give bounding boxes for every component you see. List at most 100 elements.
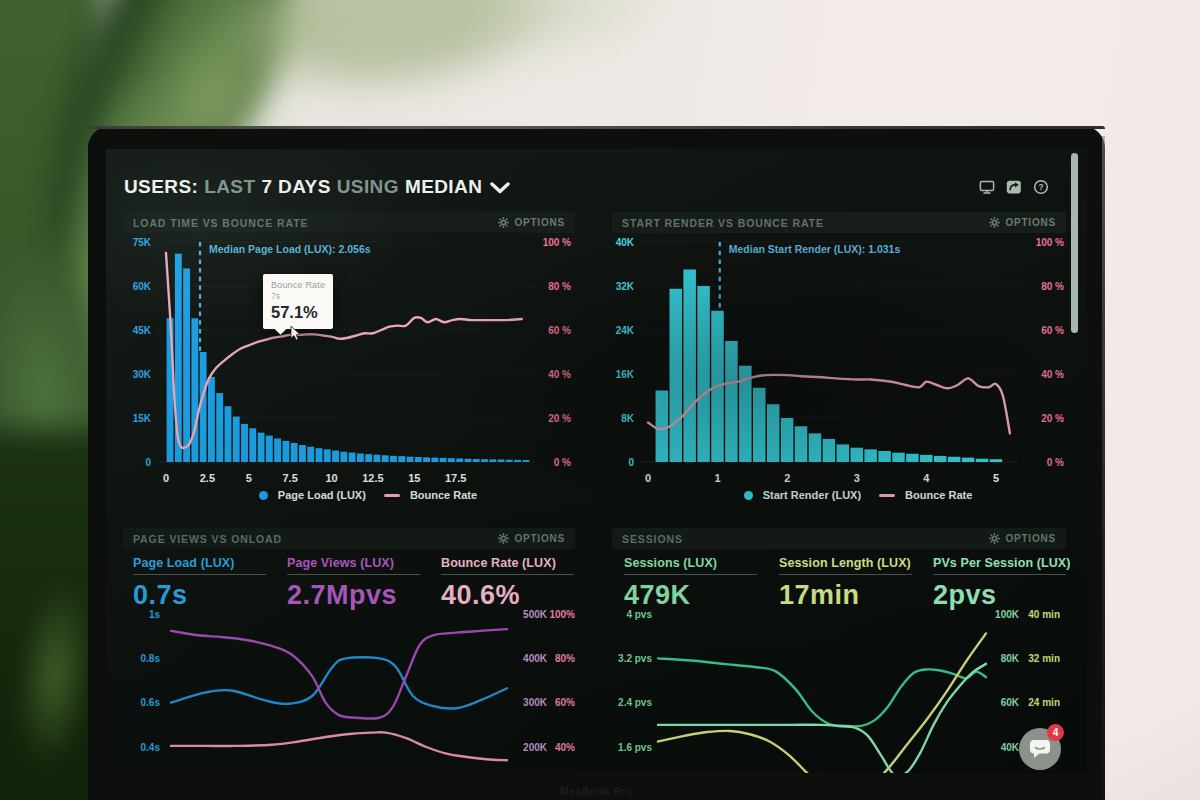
- metric-label: Sessions (LUX): [624, 556, 776, 570]
- sessions-chart: 4 pvs3.2 pvs2.4 pvs1.6 pvs100K40 min80K3…: [612, 606, 1066, 773]
- svg-text:24 min: 24 min: [1028, 697, 1060, 708]
- svg-text:8K: 8K: [621, 413, 635, 424]
- legend-label: Bounce Rate: [410, 489, 477, 501]
- options-button[interactable]: OPTIONS: [989, 217, 1056, 228]
- mouse-cursor: [290, 326, 304, 343]
- header-icons: ?: [979, 179, 1049, 195]
- chat-bubble-icon: [1029, 739, 1051, 759]
- svg-text:40%: 40%: [555, 742, 575, 753]
- svg-text:10: 10: [325, 472, 337, 484]
- svg-text:2.4 pvs: 2.4 pvs: [618, 697, 652, 708]
- title-using: USING: [337, 176, 399, 198]
- panel-load-time-vs-bounce-rate: LOAD TIME VS BOUNCE RATE OPTIONS 75K60K4…: [123, 212, 575, 507]
- svg-text:5: 5: [246, 472, 252, 484]
- metrics-row: Page Load (LUX)0.7sPage Views (LUX)2.7Mp…: [123, 549, 575, 606]
- svg-text:60%: 60%: [555, 697, 575, 708]
- gear-icon: [498, 533, 509, 544]
- svg-text:30K: 30K: [133, 369, 152, 380]
- panel-header: SESSIONS OPTIONS: [612, 528, 1066, 549]
- panel-header: PAGE VIEWS VS ONLOAD OPTIONS: [123, 528, 575, 549]
- metrics-row: Sessions (LUX)479KSession Length (LUX)17…: [612, 549, 1066, 606]
- svg-text:0: 0: [163, 472, 169, 484]
- svg-text:20 %: 20 %: [1041, 413, 1064, 424]
- svg-text:60 %: 60 %: [548, 325, 571, 336]
- metric-underline: [287, 574, 420, 575]
- load-time-chart: 75K60K45K30K15K0100 %80 %60 %40 %20 %0 %…: [123, 233, 575, 507]
- svg-text:3: 3: [854, 472, 860, 484]
- help-icon[interactable]: ?: [1033, 179, 1049, 195]
- dashboard-header: USERS: LAST 7 DAYS USING MEDIAN ?: [124, 176, 1067, 200]
- svg-text:0.8s: 0.8s: [141, 653, 161, 664]
- title-7days: 7 DAYS: [261, 176, 330, 198]
- svg-text:2.5: 2.5: [200, 472, 215, 484]
- svg-text:32K: 32K: [616, 281, 635, 292]
- svg-text:40K: 40K: [1001, 742, 1020, 753]
- legend-dot: [744, 491, 753, 500]
- gear-icon: [498, 217, 509, 228]
- svg-text:45K: 45K: [133, 325, 152, 336]
- legend-line: [879, 494, 895, 497]
- metric-underline: [441, 574, 574, 575]
- options-button[interactable]: OPTIONS: [989, 533, 1056, 544]
- chart-area: 1s0.8s0.6s0.4s500K100%400K80%300K60%200K…: [123, 606, 575, 773]
- svg-text:40K: 40K: [616, 237, 635, 248]
- metric: PVs Per Session (LUX)2pvs: [933, 556, 1085, 611]
- title-last: LAST: [204, 176, 255, 198]
- svg-text:20 %: 20 %: [548, 413, 571, 424]
- svg-text:40 %: 40 %: [1041, 369, 1064, 380]
- svg-text:Median Start Render (LUX): 1.0: Median Start Render (LUX): 1.031s: [729, 243, 901, 255]
- options-button[interactable]: OPTIONS: [498, 217, 565, 228]
- svg-text:4 pvs: 4 pvs: [626, 609, 652, 620]
- svg-text:Median Page Load (LUX): 2.056s: Median Page Load (LUX): 2.056s: [209, 243, 371, 255]
- svg-text:0.6s: 0.6s: [141, 697, 161, 708]
- svg-text:80K: 80K: [1001, 653, 1020, 664]
- page-views-chart: 1s0.8s0.6s0.4s500K100%400K80%300K60%200K…: [123, 606, 575, 773]
- svg-text:300K: 300K: [523, 697, 548, 708]
- metric: Page Load (LUX)0.7s: [133, 556, 285, 611]
- svg-text:100 %: 100 %: [543, 237, 571, 248]
- dashboard-screen: USERS: LAST 7 DAYS USING MEDIAN ?: [106, 149, 1087, 773]
- svg-text:0 %: 0 %: [1047, 457, 1064, 468]
- svg-text:24K: 24K: [616, 325, 635, 336]
- title-users: USERS:: [124, 176, 198, 198]
- metric-underline: [779, 574, 912, 575]
- scrollbar[interactable]: [1071, 153, 1078, 333]
- chat-button[interactable]: 4: [1019, 728, 1061, 770]
- svg-text:100%: 100%: [549, 609, 575, 620]
- svg-text:2: 2: [784, 472, 790, 484]
- start-render-chart: 40K32K24K16K8K0100 %80 %60 %40 %20 %0 %M…: [612, 233, 1066, 507]
- metric: Page Views (LUX)2.7Mpvs: [287, 556, 439, 611]
- svg-text:40 min: 40 min: [1028, 609, 1060, 620]
- legend-dot: [259, 491, 268, 500]
- panel-title: START RENDER VS BOUNCE RATE: [622, 217, 824, 229]
- svg-text:0: 0: [628, 457, 634, 468]
- svg-text:80 %: 80 %: [548, 281, 571, 292]
- svg-text:?: ?: [1038, 182, 1043, 192]
- svg-text:100K: 100K: [995, 609, 1020, 620]
- svg-text:80 %: 80 %: [1041, 281, 1064, 292]
- gear-icon: [989, 217, 1000, 228]
- chart-area: 40K32K24K16K8K0100 %80 %60 %40 %20 %0 %M…: [612, 233, 1066, 507]
- gear-icon: [989, 533, 1000, 544]
- unread-badge: 4: [1047, 724, 1064, 741]
- svg-text:4: 4: [923, 472, 930, 484]
- svg-text:12.5: 12.5: [362, 472, 383, 484]
- display-icon[interactable]: [979, 179, 995, 195]
- legend-line: [384, 494, 400, 497]
- metric: Bounce Rate (LUX)40.6%: [441, 556, 593, 611]
- metric-label: Page Load (LUX): [133, 556, 285, 570]
- options-button[interactable]: OPTIONS: [498, 533, 565, 544]
- metric-underline: [133, 574, 266, 575]
- metric-underline: [933, 574, 1066, 575]
- metric-label: Page Views (LUX): [287, 556, 439, 570]
- panel-header: START RENDER VS BOUNCE RATE OPTIONS: [612, 212, 1066, 233]
- svg-text:60K: 60K: [1001, 697, 1020, 708]
- panel-start-render-vs-bounce-rate: START RENDER VS BOUNCE RATE OPTIONS 40K 3…: [612, 212, 1066, 507]
- svg-text:0.4s: 0.4s: [141, 742, 161, 753]
- dashboard-title-dropdown[interactable]: USERS: LAST 7 DAYS USING MEDIAN: [124, 176, 510, 198]
- chart-legend: Page Load (LUX)Bounce Rate: [161, 489, 575, 501]
- panel-header: LOAD TIME VS BOUNCE RATE OPTIONS: [123, 212, 575, 233]
- share-icon[interactable]: [1006, 179, 1022, 195]
- svg-text:100 %: 100 %: [1036, 237, 1064, 248]
- tooltip: Bounce Rate 7s 57.1%: [263, 274, 333, 329]
